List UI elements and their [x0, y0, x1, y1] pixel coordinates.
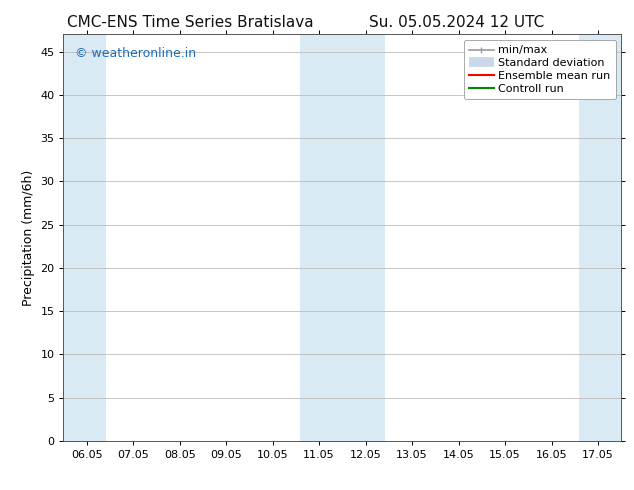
Text: © weatheronline.in: © weatheronline.in — [75, 47, 196, 59]
Text: Su. 05.05.2024 12 UTC: Su. 05.05.2024 12 UTC — [369, 15, 544, 30]
Bar — [300, 34, 385, 441]
Bar — [579, 34, 634, 441]
Y-axis label: Precipitation (mm/6h): Precipitation (mm/6h) — [22, 170, 35, 306]
Bar — [63, 34, 106, 441]
Legend: min/max, Standard deviation, Ensemble mean run, Controll run: min/max, Standard deviation, Ensemble me… — [463, 40, 616, 99]
Text: CMC-ENS Time Series Bratislava: CMC-ENS Time Series Bratislava — [67, 15, 313, 30]
